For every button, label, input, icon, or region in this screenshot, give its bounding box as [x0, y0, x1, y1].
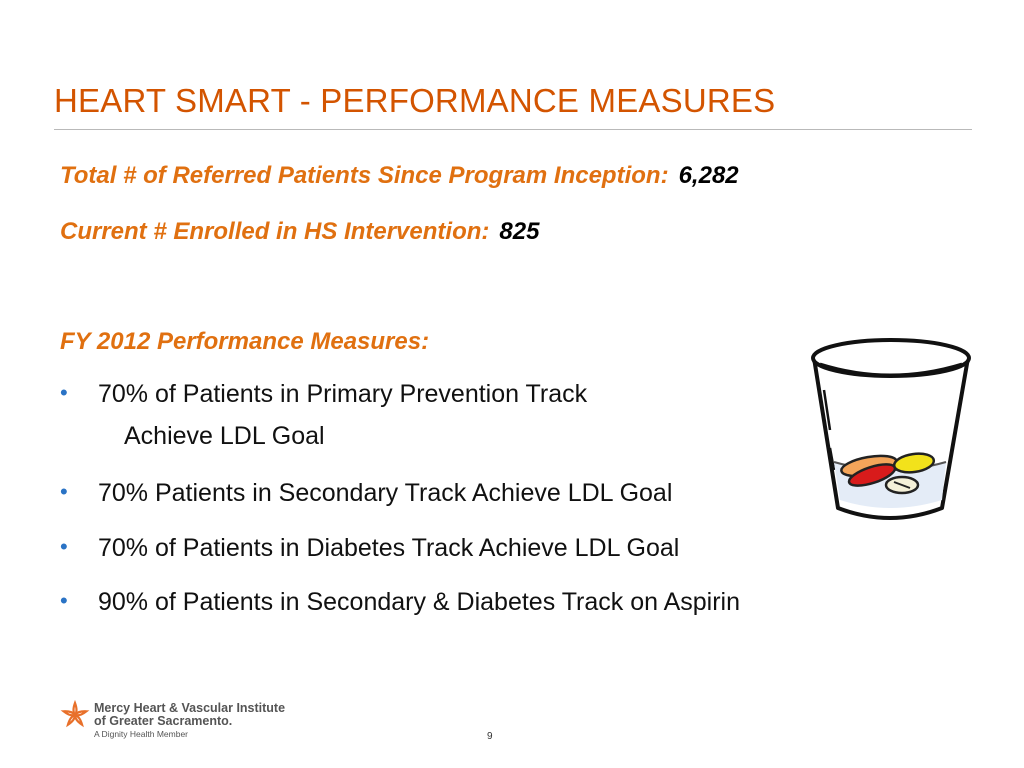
bullet-icon: •	[60, 588, 68, 613]
enrolled-patients-stat: Current # Enrolled in HS Intervention: 82…	[60, 218, 539, 246]
measure-text: 70% Patients in Secondary Track Achieve …	[98, 479, 673, 507]
referred-patients-label: Total # of Referred Patients Since Progr…	[60, 162, 669, 189]
pill-glass-icon	[811, 338, 971, 520]
enrolled-patients-label: Current # Enrolled in HS Intervention:	[60, 218, 490, 245]
referred-patients-stat: Total # of Referred Patients Since Progr…	[60, 162, 739, 190]
org-name-line2: of Greater Sacramento.	[94, 714, 233, 728]
bullet-icon: •	[60, 380, 68, 405]
org-name-line1: Mercy Heart & Vascular Institute	[94, 701, 286, 715]
measure-text-continuation: Achieve LDL Goal	[124, 422, 325, 450]
page-number: 9	[487, 731, 493, 742]
bullet-icon: •	[60, 534, 68, 559]
mercy-star-logo-icon	[60, 700, 90, 728]
measure-text: 90% of Patients in Secondary & Diabetes …	[98, 588, 741, 616]
referred-patients-value: 6,282	[678, 162, 739, 189]
measure-text: 70% of Patients in Diabetes Track Achiev…	[98, 534, 680, 562]
enrolled-patients-value: 825	[499, 218, 540, 245]
measure-text: 70% of Patients in Primary Prevention Tr…	[98, 380, 588, 408]
slide-title: HEART SMART - PERFORMANCE MEASURES	[54, 82, 776, 119]
footer-logo-text: Mercy Heart & Vascular Institute of Grea…	[94, 701, 285, 739]
bullet-icon: •	[60, 479, 68, 504]
measures-heading: FY 2012 Performance Measures:	[60, 328, 430, 355]
org-tagline: A Dignity Health Member	[94, 729, 189, 739]
title-divider	[54, 129, 972, 130]
